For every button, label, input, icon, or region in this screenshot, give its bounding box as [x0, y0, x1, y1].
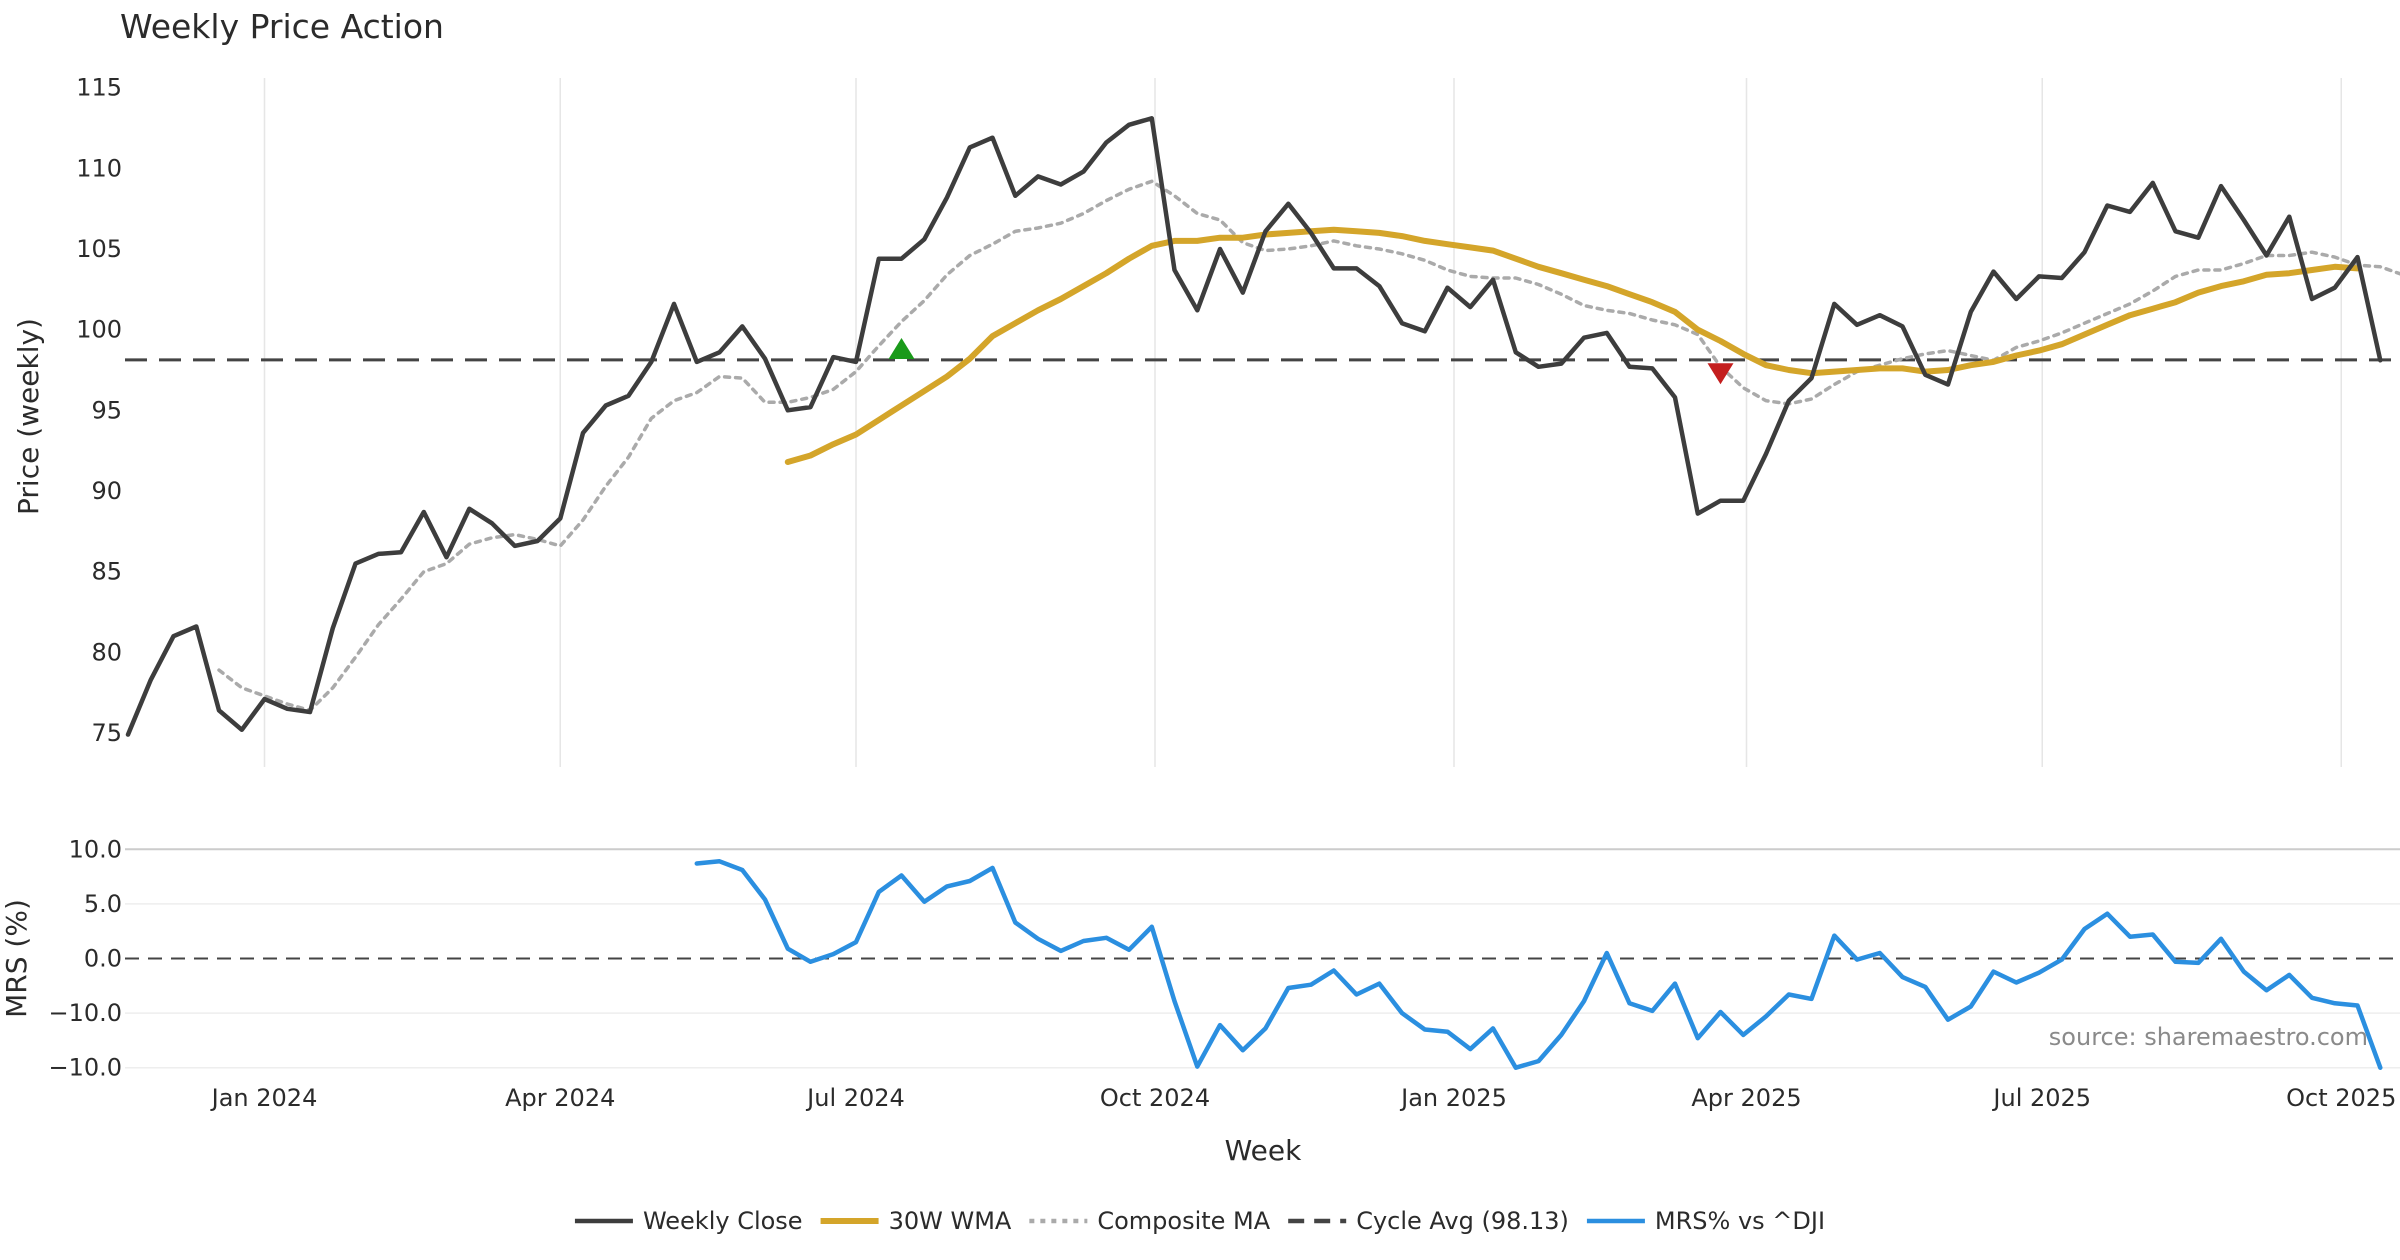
x-axis-ticks: Jan 2024 Apr 2024 Jul 2024 Oct 2024 Jan 2025…	[210, 1084, 2397, 1112]
chart-title: Weekly Price Action	[120, 7, 444, 46]
price-series	[125, 116, 2400, 737]
price-y-tick: 110	[76, 154, 122, 182]
x-tick-label: Jan 2024	[210, 1084, 318, 1112]
price-panel: 75 80 85 90 95 100 105 110 115 Price (weekly)	[12, 74, 2400, 767]
price-y-axis-label: Price (weekly)	[12, 318, 45, 515]
legend-label-mrs: MRS% vs ^DJI	[1655, 1207, 1825, 1235]
legend-label-wma: 30W WMA	[889, 1207, 1012, 1235]
legend: Weekly Close 30W WMA Composite MA Cycle Avg…	[574, 1207, 1825, 1235]
price-y-tick: 115	[76, 74, 122, 102]
legend-label-close: Weekly Close	[643, 1207, 803, 1235]
price-y-tick: 75	[91, 719, 122, 747]
x-tick-label: Jul 2024	[805, 1084, 905, 1112]
series-wma	[784, 226, 2361, 465]
mrs-panel: 10.0 5.0 0.0 −10.0 −10.0 MRS (%) source: sha…	[0, 835, 2400, 1082]
signal-markers	[888, 338, 1734, 385]
mrs-y-tick: 5.0	[84, 890, 122, 918]
x-tick-label: Apr 2025	[1691, 1084, 1801, 1112]
source-note: source: sharemaestro.com	[2049, 1023, 2368, 1051]
series-composite	[217, 179, 2400, 713]
mrs-y-tick: −10.0	[48, 999, 122, 1027]
x-tick-label: Apr 2024	[505, 1084, 615, 1112]
sell-signal-marker	[1707, 363, 1734, 385]
x-tick-label: Oct 2025	[2286, 1084, 2396, 1112]
legend-label-cycle: Cycle Avg (98.13)	[1356, 1207, 1569, 1235]
price-gridlines	[263, 78, 2342, 767]
x-axis-label: Week	[1225, 1134, 1302, 1167]
buy-signal-marker	[888, 338, 915, 360]
price-y-tick: 90	[91, 477, 122, 505]
mrs-series	[694, 859, 2383, 1070]
x-tick-label: Oct 2024	[1100, 1084, 1210, 1112]
series-close	[125, 116, 2383, 737]
series-mrs	[694, 859, 2383, 1070]
price-y-tick: 80	[91, 638, 122, 666]
price-y-ticks: 75 80 85 90 95 100 105 110 115	[76, 74, 122, 747]
mrs-gridlines	[125, 848, 2400, 1069]
x-tick-label: Jul 2025	[1991, 1084, 2091, 1112]
legend-label-composite: Composite MA	[1097, 1207, 1270, 1235]
price-y-tick: 100	[76, 316, 122, 344]
mrs-y-tick: 0.0	[84, 945, 122, 973]
mrs-y-tick: −10.0	[48, 1054, 122, 1082]
mrs-y-tick: 10.0	[69, 835, 122, 863]
price-y-tick: 85	[91, 558, 122, 586]
price-y-tick: 105	[76, 235, 122, 263]
mrs-y-ticks: 10.0 5.0 0.0 −10.0 −10.0	[48, 835, 122, 1081]
x-tick-label: Jan 2025	[1399, 1084, 1507, 1112]
mrs-y-axis-label: MRS (%)	[0, 899, 33, 1018]
price-y-tick: 95	[91, 396, 122, 424]
